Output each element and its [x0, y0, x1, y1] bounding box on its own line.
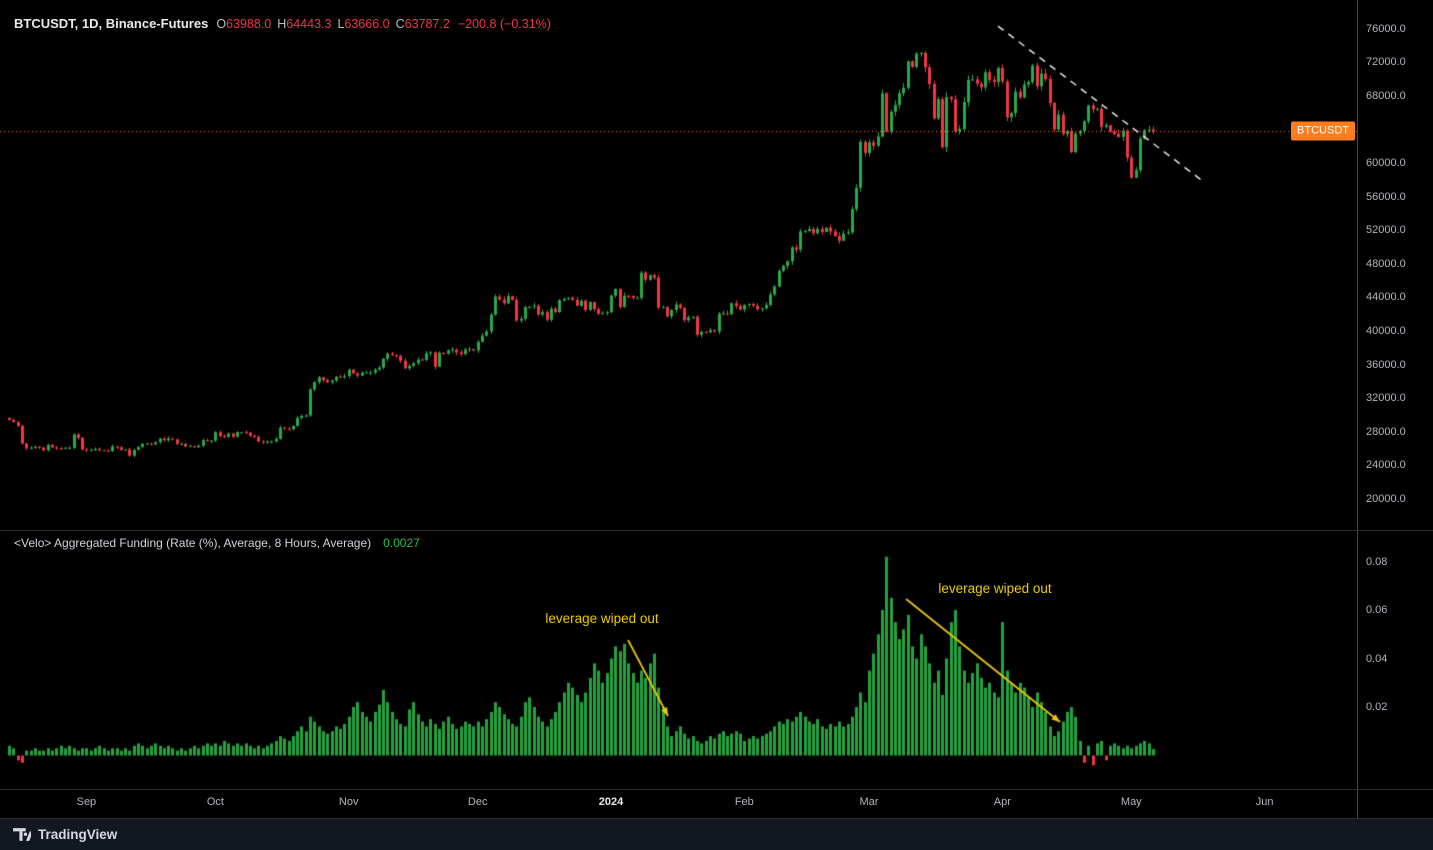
price-axis-label: 68000.0 — [1366, 89, 1406, 102]
price-axis-label: 20000.0 — [1366, 493, 1406, 505]
price-axis-label: 60000.0 — [1366, 157, 1406, 169]
tradingview-logo-icon — [12, 827, 31, 842]
price-axis-label: 52000.0 — [1366, 224, 1406, 237]
funding-axis-label: 0.08 — [1366, 555, 1388, 568]
high-label: H — [277, 17, 287, 31]
price-axis-label: 36000.0 — [1366, 358, 1406, 371]
time-axis-label-jun: Jun — [1255, 796, 1274, 808]
symbol-title[interactable]: BTCUSDT, 1D, Binance-Futures — [14, 16, 209, 31]
time-axis-label-2024: 2024 — [598, 796, 624, 808]
tradingview-logo-link[interactable]: TradingView — [12, 827, 117, 842]
price-axis-label: 76000.0 — [1366, 22, 1406, 35]
axis-separator-line — [1357, 0, 1358, 818]
time-axis-label-oct: Oct — [206, 796, 224, 808]
bottom-toolbar: TradingView — [0, 818, 1433, 850]
funding-axis-label: 0.02 — [1366, 701, 1388, 713]
price-axis-label: 56000.0 — [1366, 190, 1406, 203]
price-axis-label: 40000.0 — [1366, 325, 1406, 337]
price-chart-canvas[interactable] — [0, 0, 1357, 789]
annotation-text-leverage-1[interactable]: leverage wiped out — [545, 611, 659, 626]
funding-axis-label: 0.04 — [1366, 652, 1388, 665]
price-axis-label: 72000.0 — [1366, 56, 1406, 69]
open-value: 63988.0 — [226, 17, 272, 31]
time-axis-label-dec: Dec — [467, 796, 488, 808]
close-label: C — [395, 17, 405, 31]
low-value: 63666.0 — [344, 17, 390, 31]
price-axis-label: 28000.0 — [1366, 425, 1406, 438]
low-label: L — [337, 17, 345, 31]
symbol-price-flag: BTCUSDT — [1291, 121, 1355, 141]
funding-axis-label: 0.06 — [1366, 604, 1388, 616]
time-axis-label-may: May — [1120, 796, 1142, 808]
ohlc-readout: O63988.0 H64443.3 L63666.0 C63787.2 — [216, 17, 450, 31]
funding-pane-legend: <Velo> Aggregated Funding (Rate (%), Ave… — [14, 536, 420, 550]
price-axis-label: 44000.0 — [1366, 291, 1406, 304]
funding-indicator-value: 0.0027 — [383, 536, 420, 550]
time-axis-label-sep: Sep — [76, 796, 97, 808]
chart-region: BTCUSDT, 1D, Binance-Futures O63988.0 H6… — [0, 0, 1433, 818]
change-value: −200.8 (−0.31%) — [457, 17, 551, 31]
time-axis-label-mar: Mar — [859, 796, 879, 808]
pane-resize-divider[interactable] — [0, 530, 1433, 531]
time-axis-separator-line — [0, 789, 1433, 790]
price-axis-label: 32000.0 — [1366, 392, 1406, 405]
price-axis-label: 24000.0 — [1366, 459, 1406, 472]
time-axis-label-apr: Apr — [993, 796, 1011, 808]
funding-indicator-title[interactable]: <Velo> Aggregated Funding (Rate (%), Ave… — [14, 536, 372, 550]
price-axis[interactable]: 63787.2 0.0027 76000.072000.068000.06000… — [1357, 0, 1433, 789]
close-value: 63787.2 — [404, 17, 450, 31]
main-pane-legend: BTCUSDT, 1D, Binance-Futures O63988.0 H6… — [14, 16, 551, 31]
price-axis-label: 48000.0 — [1366, 257, 1406, 270]
time-axis-label-nov: Nov — [338, 796, 359, 808]
annotation-text-leverage-2[interactable]: leverage wiped out — [938, 581, 1052, 596]
open-label: O — [216, 17, 227, 31]
high-value: 64443.3 — [286, 17, 332, 31]
time-axis[interactable]: Sep Oct Nov Dec 2024 Feb Mar Apr May Jun — [0, 789, 1433, 818]
time-axis-label-feb: Feb — [734, 796, 754, 808]
tradingview-brand-text: TradingView — [38, 827, 118, 842]
